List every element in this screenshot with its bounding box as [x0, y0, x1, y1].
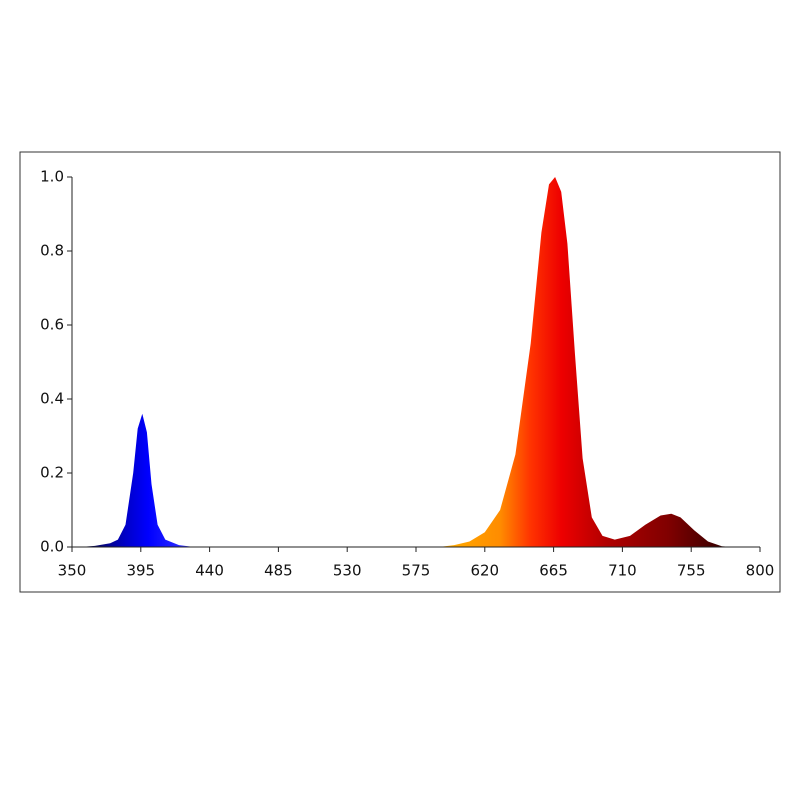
x-tick-label: 665 [539, 562, 568, 580]
y-tick-label: 0.8 [40, 242, 64, 260]
x-tick-label: 575 [402, 562, 431, 580]
y-tick-label: 0.4 [40, 390, 64, 408]
y-tick-label: 0.0 [40, 538, 64, 556]
x-tick-label: 755 [677, 562, 706, 580]
spectrum-area [79, 177, 733, 547]
y-tick-label: 1.0 [40, 168, 64, 186]
x-tick-label: 800 [746, 562, 775, 580]
y-tick-label: 0.2 [40, 464, 64, 482]
x-tick-label: 440 [195, 562, 224, 580]
x-tick-label: 350 [58, 562, 87, 580]
x-tick-label: 710 [608, 562, 637, 580]
x-tick-label: 485 [264, 562, 293, 580]
x-tick-label: 620 [470, 562, 499, 580]
x-tick-label: 395 [126, 562, 155, 580]
x-tick-label: 530 [333, 562, 362, 580]
y-tick-label: 0.6 [40, 316, 64, 334]
